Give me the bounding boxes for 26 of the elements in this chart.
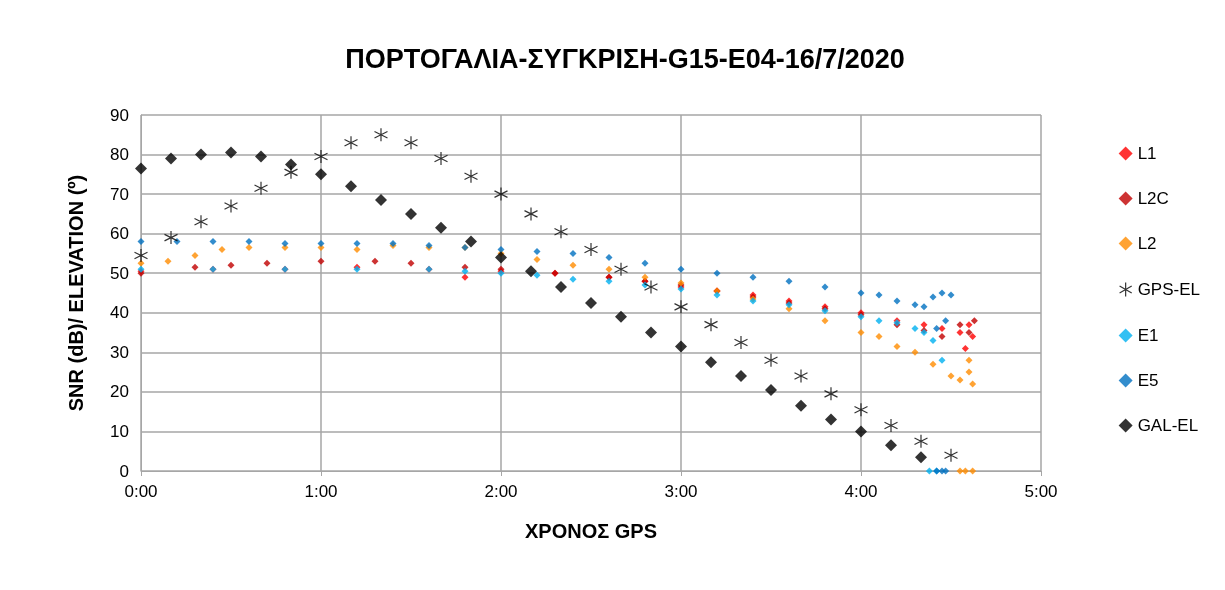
x-tick-label: 4:00 bbox=[844, 482, 878, 501]
legend-label: GPS-EL bbox=[1137, 280, 1200, 299]
y-tick-label: 50 bbox=[110, 263, 129, 283]
y-tick-label: 30 bbox=[110, 342, 129, 362]
y-tick-label: 80 bbox=[110, 145, 129, 165]
x-tick-label: 2:00 bbox=[484, 482, 518, 501]
chart-title: ΠΟΡΤΟΓΑΛΙΑ-ΣΥΓΚΡΙΣΗ-G15-E04-16/7/2020 bbox=[345, 43, 905, 74]
legend-label: GAL-EL bbox=[1137, 416, 1199, 435]
y-tick-label: 20 bbox=[110, 382, 129, 402]
legend-label: E5 bbox=[1137, 371, 1159, 390]
legend-label: L2 bbox=[1137, 234, 1157, 253]
x-tick-label: 1:00 bbox=[304, 482, 338, 501]
x-tick-label: 3:00 bbox=[664, 482, 698, 501]
y-tick-label: 70 bbox=[110, 184, 129, 204]
legend-label: E1 bbox=[1137, 326, 1159, 345]
legend-label: L2C bbox=[1137, 189, 1169, 208]
legend-label: L1 bbox=[1137, 144, 1157, 163]
y-tick-label: 10 bbox=[110, 421, 129, 441]
y-axis-title: SNR (dB)/ ELEVATION (º) bbox=[65, 174, 87, 412]
y-tick-label: 40 bbox=[110, 303, 129, 323]
x-tick-label: 0:00 bbox=[124, 482, 158, 501]
y-tick-label: 0 bbox=[119, 461, 129, 481]
y-tick-label: 90 bbox=[110, 105, 129, 125]
x-axis-title: ΧΡΟΝΟΣ GPS bbox=[524, 520, 658, 542]
x-tick-label: 5:00 bbox=[1024, 482, 1058, 501]
y-tick-label: 60 bbox=[110, 224, 129, 244]
